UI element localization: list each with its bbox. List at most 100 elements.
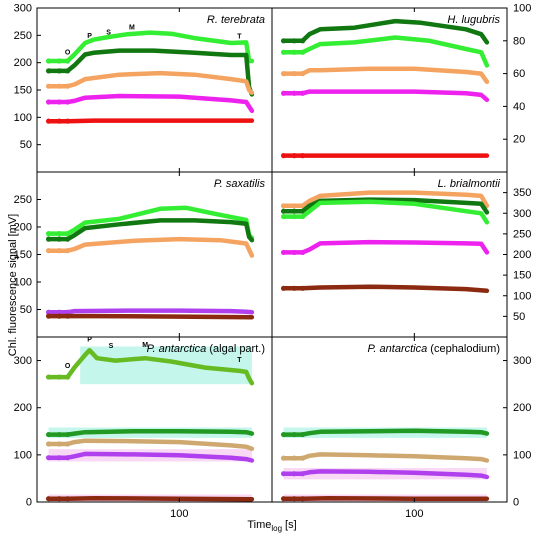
- y-tick-label: 250: [14, 194, 32, 206]
- series-line-5: [46, 118, 255, 124]
- y-tick-label: 100: [14, 449, 32, 461]
- series-2-point-1: [280, 208, 287, 214]
- y-tick-label: 350: [513, 187, 531, 199]
- series-3-point-1: [280, 471, 287, 477]
- panel-title-species: H. lugubris: [447, 14, 500, 26]
- series-4-point-2: [56, 309, 62, 315]
- phase-label-s: S: [106, 30, 111, 37]
- series-4-point-1: [45, 99, 52, 105]
- y-tick-label: 80: [513, 35, 525, 47]
- y-tick-label: 100: [14, 112, 32, 124]
- y-tick-label: 100: [14, 277, 32, 289]
- series-5-point-2: [291, 153, 297, 159]
- phase-label-t: T: [237, 33, 242, 40]
- y-tick-label: 200: [14, 57, 32, 69]
- series-4-point-3: [300, 90, 306, 96]
- series-2-point-1: [45, 236, 52, 242]
- series-line-3: [46, 70, 255, 95]
- series-5-point-1: [45, 496, 52, 502]
- series-line-4: [46, 451, 255, 463]
- series-line-3: [46, 438, 255, 451]
- plot-layer: 50 100 150 200 250 300 R. terebrata O P S M T 20 40 60…: [14, 3, 532, 521]
- panel-title: P. antarctica (algal part.): [147, 343, 265, 355]
- panel-title-species: P. saxatilis: [214, 178, 266, 190]
- y-tick-label: 150: [14, 85, 32, 97]
- series-4-point-1: [280, 249, 287, 256]
- x-tick-label: 100: [405, 508, 423, 520]
- series-3-point-1: [45, 248, 52, 254]
- series-5-point-3: [65, 313, 71, 319]
- series-3-point-1: [280, 213, 287, 220]
- series-line-5: [281, 284, 490, 294]
- series-1-point-1: [45, 231, 52, 237]
- series-line-4: [281, 89, 490, 103]
- panel-middle-right: 50 100 150 200 250 300 350 L. brialmontii: [271, 171, 531, 338]
- y-tick-label: 0: [26, 497, 32, 509]
- phase-label-o: O: [65, 363, 71, 370]
- series-2-point-3: [300, 49, 306, 55]
- panel-title-species: R. terebrata: [207, 14, 265, 26]
- series-4-point-3: [65, 99, 71, 105]
- series-2-point-3: [300, 208, 306, 214]
- panel-top-left: 50 100 150 200 250 300 R. terebrata O P S M T: [14, 3, 273, 173]
- series-3-point-3: [65, 441, 71, 447]
- series-line-1: [281, 190, 490, 209]
- x-tick-label: 100: [170, 508, 188, 520]
- series-1-point-2: [56, 231, 62, 237]
- y-tick-label: 50: [513, 311, 525, 323]
- series-1-point-1: [45, 58, 52, 64]
- series-4-point-1: [45, 455, 52, 461]
- phase-label-t: T: [237, 357, 242, 364]
- series-2-point-3: [65, 431, 71, 438]
- phase-label-m: M: [129, 25, 135, 32]
- series-4-point-2: [291, 496, 297, 502]
- series-line-1: [281, 428, 490, 437]
- series-3-point-2: [56, 83, 62, 89]
- y-tick-label: 200: [14, 222, 32, 234]
- y-tick-label: 200: [513, 249, 531, 261]
- series-2-point-2: [291, 455, 297, 461]
- series-1-point-2: [291, 38, 297, 44]
- series-5-point-2: [56, 313, 62, 319]
- panel-title: P. antarctica (cephalodium): [368, 343, 501, 355]
- y-tick-label: 200: [513, 402, 531, 414]
- series-line-4: [46, 93, 255, 114]
- series-2-point-1: [45, 68, 52, 74]
- series-1-point-2: [291, 203, 297, 209]
- series-2-point-2: [291, 49, 297, 55]
- series-line-5: [46, 313, 255, 320]
- panel-bottom-left: 0 100 200 300 100 P. antarctica (algal part.)…: [14, 336, 273, 520]
- y-tick-label: 150: [513, 270, 531, 282]
- panel-middle-left: 50 100 150 200 250 P. saxatilis: [14, 171, 273, 338]
- phase-label-o: O: [65, 50, 71, 57]
- series-3-point-2: [291, 471, 297, 477]
- series-group: [45, 30, 255, 124]
- series-5-point-1: [45, 313, 52, 319]
- series-1-point-1: [280, 203, 287, 209]
- series-4-point-3: [65, 309, 71, 315]
- series-5-point-3: [65, 118, 71, 124]
- phase-label-p: P: [87, 337, 92, 344]
- series-1-point-1: [45, 374, 52, 380]
- series-group: [45, 205, 255, 320]
- series-1-point-3: [300, 203, 306, 209]
- y-tick-label: 50: [20, 139, 32, 151]
- series-2-point-2: [56, 431, 62, 438]
- series-line-3: [281, 199, 490, 225]
- series-3-point-1: [280, 71, 287, 77]
- series-line-1: [281, 18, 490, 45]
- series-3-point-3: [300, 213, 306, 220]
- series-4-point-3: [65, 455, 71, 461]
- series-4-point-3: [300, 496, 306, 502]
- series-3-point-3: [65, 248, 71, 254]
- series-4-point-1: [280, 90, 287, 96]
- series-line-2: [281, 35, 490, 68]
- series-3-point-1: [45, 83, 52, 89]
- series-1-point-2: [291, 431, 297, 438]
- series-1-point-3: [65, 58, 71, 64]
- series-5-point-2: [291, 285, 297, 291]
- series-4-point-1: [45, 309, 52, 315]
- y-tick-label: 60: [513, 68, 525, 80]
- series-3-point-1: [45, 441, 52, 447]
- series-group: [280, 428, 490, 502]
